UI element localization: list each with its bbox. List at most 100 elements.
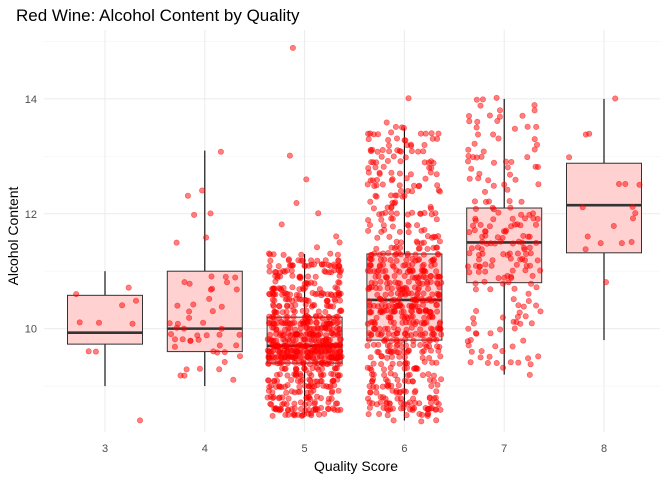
data-point <box>379 147 386 154</box>
data-point <box>437 325 444 332</box>
data-point <box>377 331 384 338</box>
data-point <box>334 354 341 361</box>
data-point <box>297 405 304 412</box>
data-point <box>432 406 439 413</box>
data-point <box>265 377 272 384</box>
data-point <box>285 330 292 337</box>
data-point <box>393 244 400 251</box>
data-point <box>411 389 418 396</box>
data-point <box>404 250 411 257</box>
data-point <box>431 335 438 342</box>
data-point <box>206 295 213 302</box>
data-point <box>333 233 340 240</box>
data-point <box>433 216 440 223</box>
data-point <box>477 221 484 228</box>
data-point <box>388 337 395 344</box>
data-point <box>390 319 397 326</box>
data-point <box>490 159 497 166</box>
data-point <box>297 273 304 280</box>
data-point <box>409 255 416 262</box>
data-point <box>465 113 472 120</box>
data-point <box>535 353 542 360</box>
data-point <box>535 181 542 188</box>
data-point <box>334 360 341 367</box>
data-point <box>405 222 412 229</box>
data-point <box>388 215 395 222</box>
data-point <box>411 399 418 406</box>
data-point <box>382 267 389 274</box>
data-point <box>291 308 298 315</box>
data-point <box>493 94 500 101</box>
data-point <box>337 342 344 349</box>
data-point <box>385 314 392 321</box>
data-point <box>435 292 442 299</box>
data-point <box>305 273 312 280</box>
data-point <box>479 250 486 257</box>
data-point <box>505 279 512 286</box>
data-point <box>370 383 377 390</box>
data-point <box>428 382 435 389</box>
data-point <box>380 163 387 170</box>
data-point <box>405 95 412 102</box>
data-point <box>374 234 381 241</box>
data-point <box>376 211 383 218</box>
data-point <box>421 142 428 149</box>
x-tick-label: 3 <box>102 443 108 455</box>
data-point <box>275 263 282 270</box>
data-point <box>433 399 440 406</box>
data-point <box>420 320 427 327</box>
data-point <box>303 176 310 183</box>
data-point <box>328 269 335 276</box>
data-point <box>531 102 538 109</box>
data-point <box>435 187 442 194</box>
data-point <box>478 348 485 355</box>
data-point <box>396 147 403 154</box>
data-point <box>216 331 223 338</box>
data-point <box>421 336 428 343</box>
data-point <box>325 399 332 406</box>
data-point <box>533 302 540 309</box>
data-point <box>400 349 407 356</box>
data-point <box>334 407 341 414</box>
data-point <box>485 177 492 184</box>
data-point <box>533 284 540 291</box>
data-point <box>291 359 298 366</box>
data-point <box>388 285 395 292</box>
data-point <box>374 148 381 155</box>
data-point <box>473 154 480 161</box>
data-point <box>523 251 530 258</box>
data-point <box>480 148 487 155</box>
data-point <box>468 348 475 355</box>
data-point <box>632 210 639 217</box>
data-point <box>482 228 489 235</box>
data-point <box>207 210 214 217</box>
data-point <box>92 348 99 355</box>
data-point <box>520 232 527 239</box>
data-point <box>273 326 280 333</box>
data-point <box>217 148 224 155</box>
data-point <box>486 353 493 360</box>
data-point <box>322 308 329 315</box>
boxes-layer <box>67 98 642 421</box>
data-point <box>366 222 373 229</box>
data-point <box>365 136 372 143</box>
data-point <box>434 308 441 315</box>
data-point <box>329 405 336 412</box>
data-point <box>266 313 273 320</box>
data-point <box>525 297 532 304</box>
data-point <box>367 147 374 154</box>
data-point <box>467 336 474 343</box>
data-point <box>372 164 379 171</box>
data-point <box>518 198 525 205</box>
data-point <box>73 291 80 298</box>
data-point <box>323 332 330 339</box>
data-point <box>279 320 286 327</box>
data-point <box>494 118 501 125</box>
data-point <box>385 250 392 257</box>
data-point <box>435 233 442 240</box>
data-point <box>291 389 298 396</box>
data-point <box>526 233 533 240</box>
data-point <box>466 250 473 257</box>
data-point <box>393 257 400 264</box>
